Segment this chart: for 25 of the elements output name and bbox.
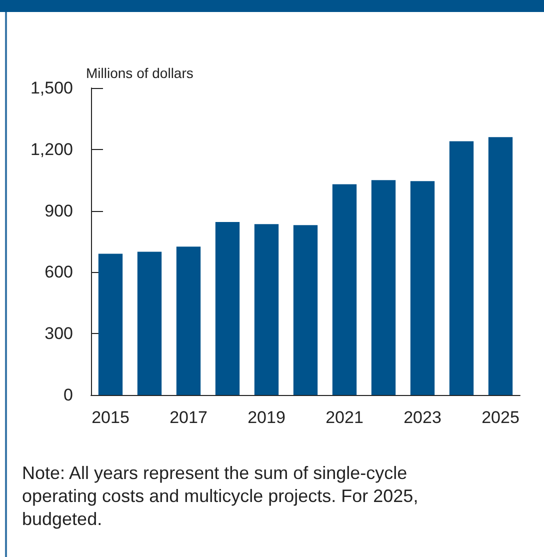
y-tick-label: 300 (44, 324, 73, 344)
y-tick-label: 0 (64, 386, 73, 404)
text: Note: All years represent the sum of single-cycle operating costs and multicycle projects. For 2025, budgeted. (22, 462, 420, 531)
bar (449, 141, 474, 395)
bar (176, 246, 201, 395)
bar (293, 225, 318, 395)
bar (137, 252, 162, 395)
y-tick-label: 900 (44, 201, 73, 220)
x-tick-label: 2019 (248, 408, 286, 427)
x-tick-label: 2021 (326, 408, 364, 427)
bar (98, 254, 123, 395)
y-axis-title: Millions of dollars (86, 65, 194, 81)
y-tick-label: 600 (44, 262, 73, 282)
bar (332, 184, 357, 395)
x-tick-label: 2015 (92, 408, 130, 427)
y-tick-label: 1,500 (30, 78, 73, 98)
x-tick-label: 2025 (482, 408, 520, 427)
bar (215, 222, 240, 395)
x-tick-label: 2023 (404, 408, 442, 427)
y-tick-label: 1,200 (30, 140, 73, 159)
bar (410, 181, 435, 395)
bar (488, 137, 513, 395)
x-tick-label: 2017 (170, 408, 208, 427)
bar (371, 180, 396, 395)
bar (254, 224, 279, 395)
